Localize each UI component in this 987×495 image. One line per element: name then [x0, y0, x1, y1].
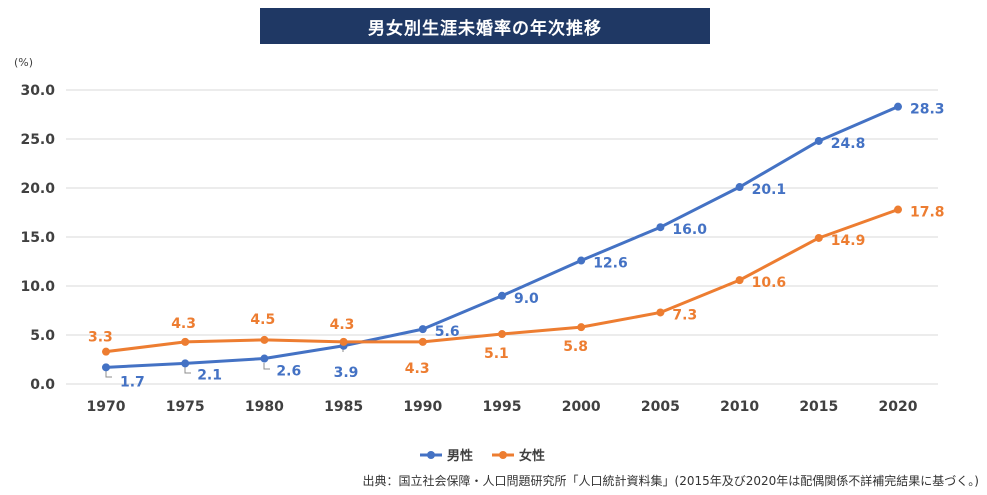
- legend-marker: [427, 451, 435, 459]
- leader-line: [184, 367, 191, 374]
- leader-line: [263, 363, 270, 370]
- data-point: [339, 337, 348, 346]
- data-point: [577, 256, 586, 265]
- data-label: 4.3: [171, 316, 196, 332]
- data-point: [260, 335, 269, 344]
- x-tick-label: 1985: [324, 399, 363, 415]
- data-point: [102, 363, 110, 372]
- data-point: [656, 223, 665, 232]
- legend-marker: [499, 451, 507, 459]
- y-tick-label: 20.0: [20, 181, 55, 197]
- y-tick-label: 25.0: [20, 132, 55, 148]
- x-tick-label: 2020: [879, 399, 918, 415]
- legend-label: 男性: [447, 448, 473, 464]
- data-label: 2.1: [197, 367, 222, 383]
- data-point: [577, 323, 586, 332]
- x-axis: 1970 1975 1980 1985 1990 1995 2000 2005 2010 2015…: [87, 399, 918, 415]
- data-label: 12.6: [593, 256, 628, 272]
- x-tick-label: 2015: [799, 399, 838, 415]
- data-point: [656, 308, 665, 317]
- y-axis: 0.0 5.0 10.0 15.0 20.0 25.0 30.0 (%): [14, 56, 55, 393]
- y-tick-label: 10.0: [20, 279, 55, 295]
- data-point: [418, 325, 427, 334]
- data-point: [102, 347, 110, 356]
- x-tick-label: 2010: [720, 399, 759, 415]
- data-label: 1.7: [120, 374, 145, 390]
- legend-label: 女性: [519, 448, 545, 464]
- data-labels: 1.7 2.1 2.6 3.9 5.6 9.0 12.6 16.0 20.1 24.8 28.3 3.…: [88, 102, 945, 391]
- data-label: 2.6: [276, 364, 301, 380]
- x-tick-label: 1980: [245, 399, 284, 415]
- data-label: 5.8: [563, 339, 588, 355]
- data-point: [418, 337, 427, 346]
- data-label: 5.1: [484, 346, 509, 362]
- data-label: 28.3: [910, 102, 945, 118]
- data-label: 10.6: [752, 275, 787, 291]
- data-label: 14.9: [831, 233, 866, 249]
- data-label: 16.0: [672, 222, 707, 238]
- data-point: [498, 291, 506, 300]
- data-point: [894, 102, 902, 111]
- source-note: 出典：国立社会保障・人口問題研究所「人口統計資料集」(2015年及び2020年は…: [362, 474, 979, 488]
- data-point: [735, 276, 744, 285]
- data-point: [181, 337, 190, 346]
- data-point: [498, 330, 506, 339]
- data-point: [814, 136, 823, 145]
- data-point: [181, 359, 190, 368]
- y-tick-label: 0.0: [30, 377, 55, 393]
- data-label: 7.3: [672, 307, 697, 323]
- x-tick-label: 1975: [166, 399, 205, 415]
- data-label: 9.0: [514, 291, 539, 307]
- grid-lines: [66, 89, 938, 385]
- data-point: [814, 233, 823, 242]
- x-tick-label: 2005: [641, 399, 680, 415]
- data-label: 4.5: [250, 312, 275, 328]
- x-tick-label: 1990: [403, 399, 442, 415]
- chart-title: 男女別生涯未婚率の年次推移: [260, 8, 710, 44]
- data-label: 20.1: [752, 182, 787, 198]
- leader-line: [105, 371, 112, 378]
- data-point: [735, 183, 744, 192]
- data-label: 5.6: [435, 324, 460, 340]
- x-tick-label: 2000: [562, 399, 601, 415]
- y-axis-unit: (%): [14, 56, 33, 69]
- x-tick-label: 1995: [483, 399, 522, 415]
- data-point: [260, 354, 269, 363]
- data-label: 4.3: [405, 361, 430, 377]
- series-lines: [102, 102, 902, 372]
- data-label: 24.8: [831, 136, 866, 152]
- x-tick-label: 1970: [87, 399, 126, 415]
- data-label: 4.3: [330, 317, 355, 333]
- data-label: 17.8: [910, 205, 945, 221]
- y-tick-label: 15.0: [20, 230, 55, 246]
- data-label: 3.9: [334, 365, 359, 381]
- y-tick-label: 5.0: [30, 328, 55, 344]
- data-label: 3.3: [88, 330, 113, 346]
- legend: 男性 女性: [420, 448, 545, 464]
- data-point: [894, 205, 902, 214]
- y-tick-label: 30.0: [20, 83, 55, 99]
